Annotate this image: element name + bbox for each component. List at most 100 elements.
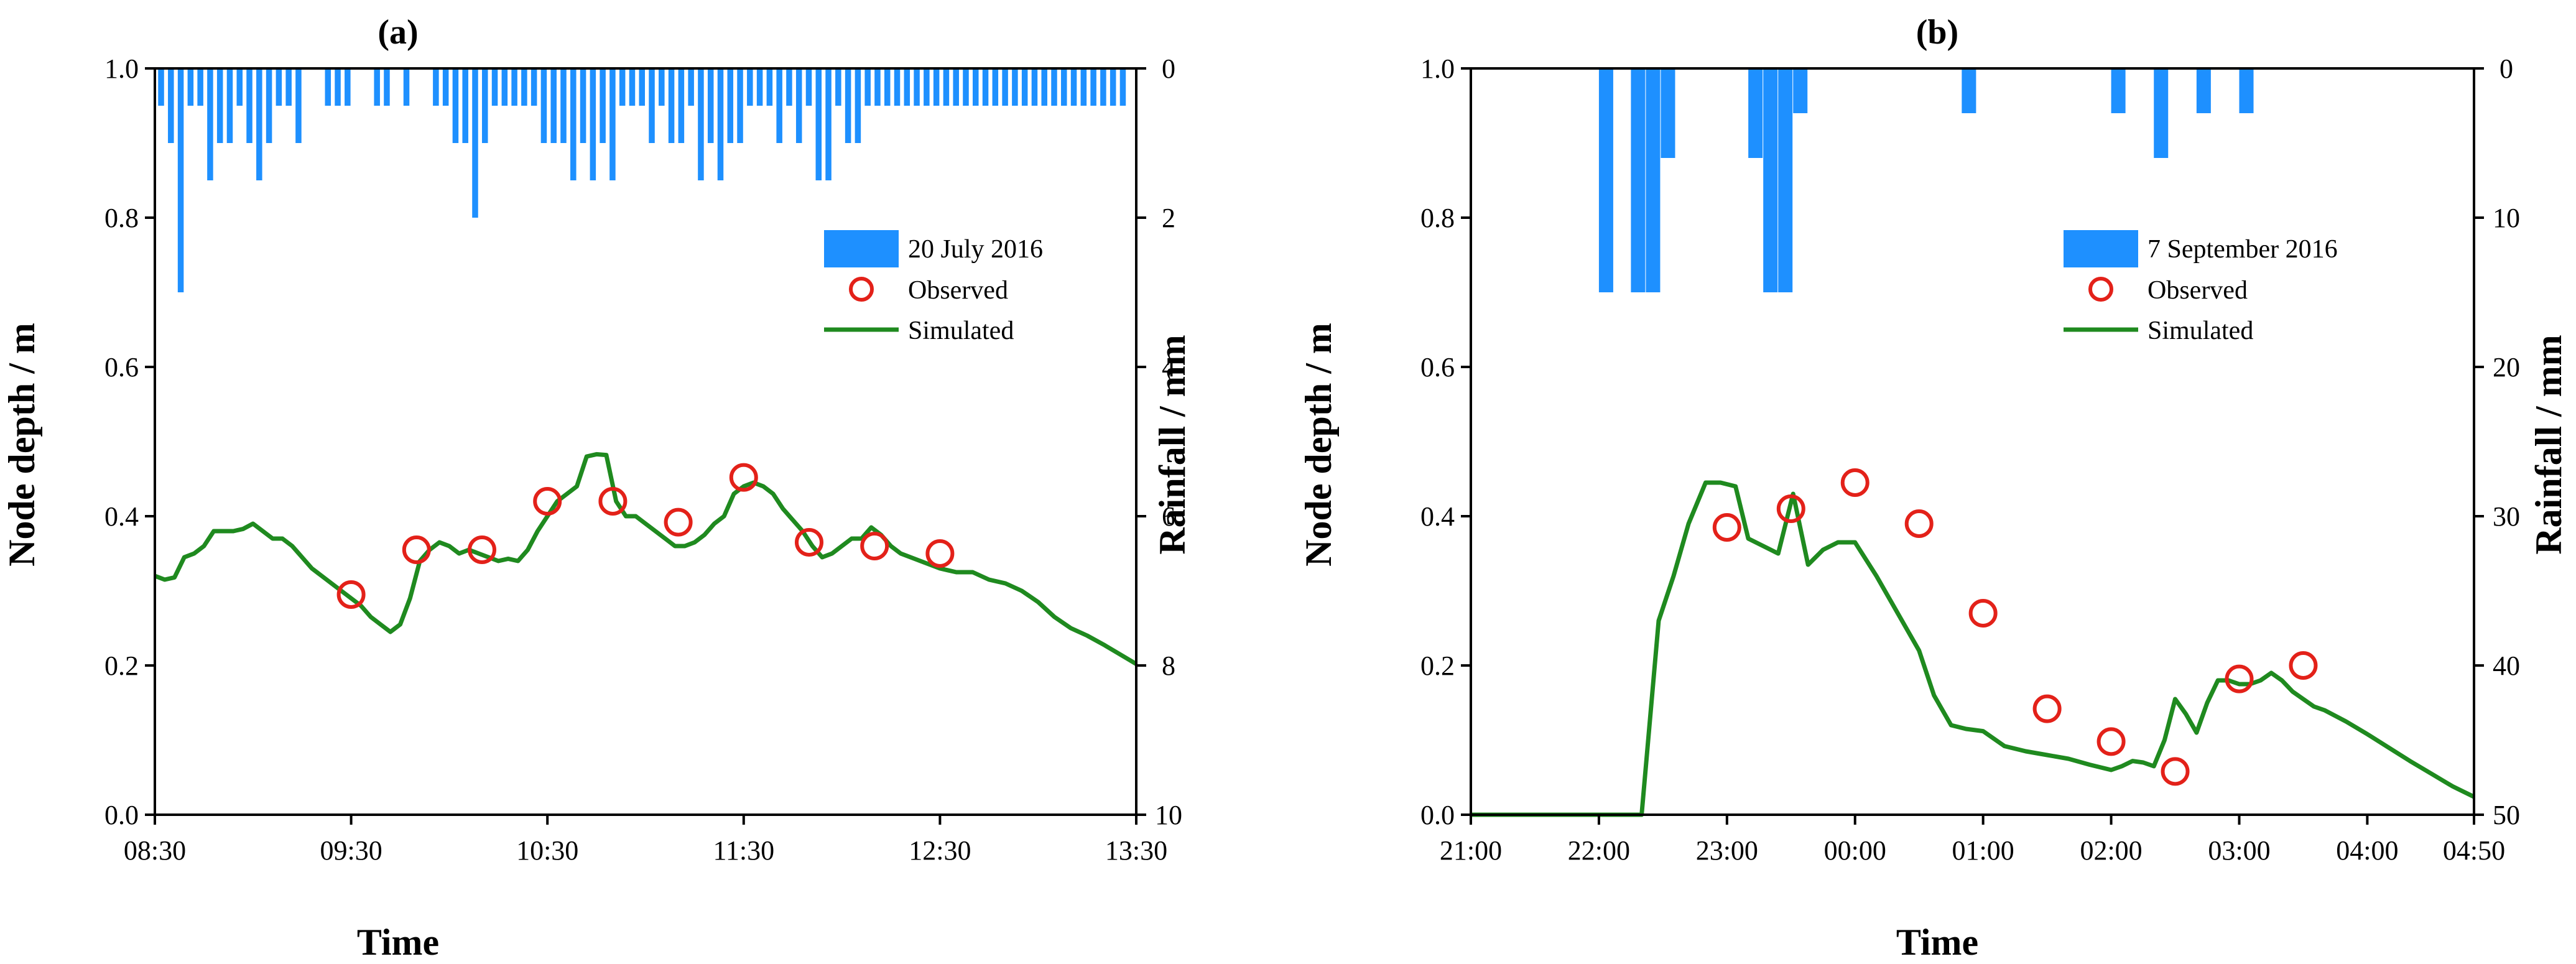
rainfall-bar	[216, 68, 223, 143]
x-tick-label: 10:30	[516, 835, 578, 866]
y-axis-ticks-b: 0.0 0.2 0.4 0.6 0.8 1.0	[1420, 53, 1471, 830]
rainfall-bar	[521, 68, 527, 106]
y2-tick-label: 30	[2493, 501, 2520, 532]
legend-label-rain-a: 20 July 2016	[908, 235, 1043, 264]
rainfall-bar	[874, 68, 881, 106]
observed-point	[664, 507, 693, 537]
x-axis-title-a: Time	[357, 922, 439, 963]
panel-title-b: (b)	[1916, 13, 1958, 52]
rainfall-bar	[295, 68, 302, 143]
observed-point	[1904, 509, 1934, 538]
x-tick-label: 04:00	[2336, 835, 2398, 866]
x-tick-label: 02:00	[2080, 835, 2142, 866]
rainfall-bar	[335, 68, 341, 106]
rainfall-bar	[766, 68, 773, 106]
rainfall-bar	[747, 68, 753, 106]
rainfall-bar	[511, 68, 517, 106]
rainfall-bar	[540, 68, 547, 143]
rainfall-bar	[786, 68, 792, 106]
x-tick-label: 22:00	[1568, 835, 1630, 866]
rainfall-bars-a	[158, 68, 1126, 292]
rainfall-bar	[1119, 68, 1126, 106]
y2-tick-label: 8	[1162, 651, 1175, 681]
rainfall-bar	[384, 68, 390, 106]
x-tick-label: 08:30	[124, 835, 186, 866]
rainfall-bar	[678, 68, 685, 143]
rainfall-bar	[805, 68, 812, 106]
rainfall-bar	[177, 68, 184, 292]
rainfall-bar	[609, 68, 616, 180]
rainfall-bar	[1021, 68, 1028, 106]
rainfall-bar	[1778, 68, 1793, 292]
rainfall-bar	[668, 68, 675, 143]
rainfall-bar	[1631, 68, 1646, 292]
rainfall-bar	[884, 68, 891, 106]
rainfall-bar	[452, 68, 459, 143]
rainfall-bar	[953, 68, 959, 106]
rainfall-bar	[825, 68, 832, 180]
observed-point	[2289, 651, 2318, 680]
simulated-line-a	[154, 452, 1137, 666]
observed-point	[336, 580, 366, 609]
rainfall-bar	[501, 68, 508, 106]
rainfall-bar	[207, 68, 213, 180]
rainfall-bar	[1041, 68, 1047, 106]
y2-axis-ticks-a: 0 2 4 6 8 10	[1136, 53, 1182, 830]
rainfall-bar	[1090, 68, 1096, 106]
observed-point	[925, 539, 955, 568]
rainfall-bar	[1110, 68, 1116, 106]
rainfall-bar	[256, 68, 262, 180]
rainfall-bar	[325, 68, 331, 106]
x-tick-label: 12:30	[909, 835, 971, 866]
y2-axis-title-a: Rainfall / mm	[1152, 335, 1193, 554]
rainfall-bar	[482, 68, 488, 143]
y-tick-label: 0.2	[104, 651, 139, 681]
rainfall-bar	[1012, 68, 1018, 106]
y-tick-label: 1.0	[104, 53, 139, 84]
x-axis-title-b: Time	[1896, 922, 1978, 963]
rainfall-bar	[246, 68, 253, 143]
x-tick-label: 01:00	[1952, 835, 2014, 866]
rainfall-bar	[629, 68, 636, 106]
x-tick-label: 13:30	[1105, 835, 1167, 866]
rainfall-bar	[580, 68, 586, 143]
legend-marker-observed-a	[849, 277, 874, 302]
rainfall-bar	[1763, 68, 1778, 292]
rainfall-bar	[973, 68, 979, 106]
rainfall-bar	[442, 68, 449, 106]
y-axis-title-a: Node depth / m	[1, 323, 42, 567]
y2-tick-label: 20	[2493, 352, 2520, 382]
rainfall-bar	[590, 68, 596, 180]
observed-point	[533, 487, 562, 516]
rainfall-bar	[963, 68, 969, 106]
y2-tick-label: 10	[2493, 203, 2520, 233]
x-axis-ticks-b: 21:00 22:00 23:00 00:00 01:00 02:00 03:00 04:00…	[1440, 815, 2505, 866]
rainfall-bar	[795, 68, 802, 143]
rainfall-bar	[266, 68, 272, 143]
rainfall-bar	[1051, 68, 1057, 106]
rainfall-bar	[649, 68, 655, 143]
observed-point	[2161, 757, 2190, 786]
rainfall-bar	[600, 68, 606, 143]
observed-point	[2225, 664, 2254, 693]
y-tick-label: 0.6	[104, 352, 139, 382]
rainfall-bar	[472, 68, 478, 218]
rainfall-bar	[1793, 68, 1808, 113]
rainfall-bar	[1061, 68, 1067, 106]
rainfall-bar	[904, 68, 910, 106]
y2-tick-label: 0	[1162, 53, 1175, 84]
rainfall-bar	[2239, 68, 2254, 113]
rainfall-bar	[845, 68, 851, 143]
rainfall-bar	[924, 68, 930, 106]
y2-tick-label: 10	[1155, 800, 1182, 830]
observed-point	[598, 487, 628, 516]
observed-point	[468, 535, 496, 564]
rainfall-bar	[2154, 68, 2169, 158]
rainfall-bar	[1080, 68, 1087, 106]
rainfall-bar	[433, 68, 439, 106]
rainfall-bar	[1748, 68, 1763, 158]
observed-point	[1840, 468, 1869, 497]
plot-frame-b	[1470, 67, 2475, 816]
x-tick-label: 04:50	[2443, 835, 2505, 866]
